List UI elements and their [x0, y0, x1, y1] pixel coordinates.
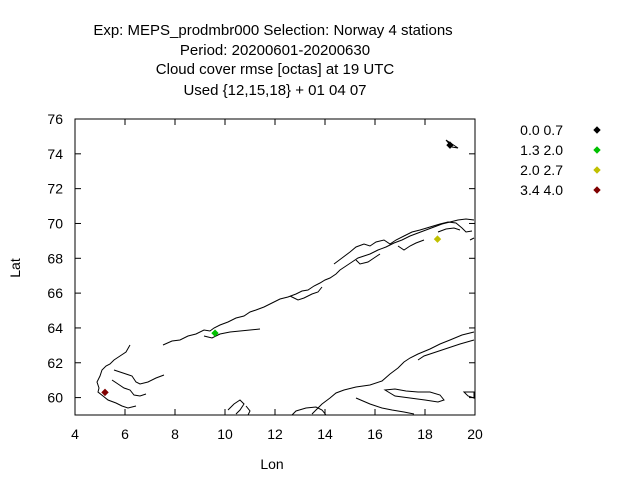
station-point: [433, 235, 442, 243]
legend-marker: [593, 166, 601, 174]
station-point: [211, 329, 219, 337]
x-tick-label: 14: [317, 426, 333, 442]
y-tick-label: 64: [47, 320, 63, 336]
y-tick-label: 60: [47, 390, 63, 406]
y-tick-label: 76: [47, 111, 63, 127]
coastline-map: [96, 139, 475, 416]
legend-label: 0.0 0.7: [520, 122, 563, 138]
x-tick-label: 10: [217, 426, 233, 442]
x-tick-label: 6: [121, 426, 129, 442]
legend-label: 1.3 2.0: [520, 142, 563, 158]
y-tick-label: 72: [47, 181, 63, 197]
legend-label: 3.4 4.0: [520, 182, 563, 198]
title-line-4: Used {12,15,18} + 01 04 07: [183, 82, 366, 99]
y-tick-label: 74: [47, 146, 63, 162]
title-line-1: Exp: MEPS_prodmbr000 Selection: Norway 4…: [93, 22, 452, 39]
legend-marker: [593, 126, 601, 134]
x-tick-label: 4: [71, 426, 79, 442]
x-axis-ticks: 4 6 8 10 12 14 16 18 20: [71, 119, 483, 442]
x-tick-label: 20: [467, 426, 483, 442]
y-axis-ticks: 60 62 64 66 68 70 72 74 76: [47, 111, 475, 406]
legend-marker: [593, 146, 601, 154]
legend-label: 2.0 2.7: [520, 162, 563, 178]
y-tick-label: 62: [47, 355, 63, 371]
legend-marker: [593, 186, 601, 194]
y-tick-label: 70: [47, 215, 63, 231]
x-tick-label: 12: [267, 426, 283, 442]
chart-title: Exp: MEPS_prodmbr000 Selection: Norway 4…: [93, 22, 452, 99]
station-point: [446, 141, 454, 149]
x-axis-label: Lon: [260, 456, 283, 472]
station-points: [101, 141, 454, 397]
x-tick-label: 18: [417, 426, 433, 442]
y-tick-label: 68: [47, 250, 63, 266]
y-tick-label: 66: [47, 285, 63, 301]
legend: 0.0 0.7 1.3 2.0 2.0 2.7 3.4 4.0: [520, 122, 601, 198]
station-point: [101, 388, 109, 397]
title-line-2: Period: 20200601-20200630: [180, 42, 370, 59]
title-line-3: Cloud cover rmse [octas] at 19 UTC: [156, 61, 395, 78]
x-tick-label: 8: [171, 426, 179, 442]
y-axis-label: Lat: [7, 258, 23, 278]
plot-frame: [74, 118, 476, 416]
x-tick-label: 16: [367, 426, 383, 442]
